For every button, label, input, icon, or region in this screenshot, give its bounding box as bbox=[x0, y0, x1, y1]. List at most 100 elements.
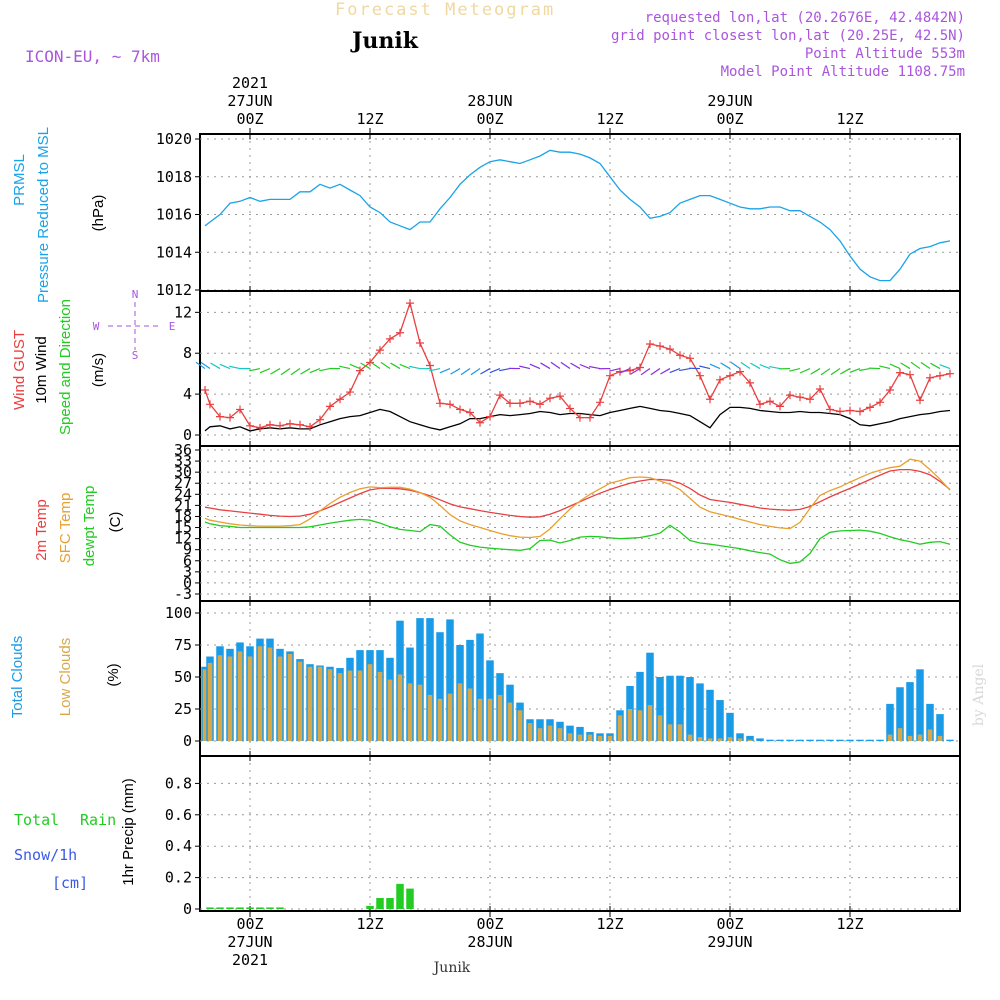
gust-marker bbox=[296, 420, 304, 429]
wind-direction-arrow bbox=[439, 368, 451, 374]
total-clouds-bar bbox=[866, 739, 874, 741]
pressure-label-prmsl: PRMSL bbox=[11, 154, 28, 206]
gust-marker bbox=[246, 421, 254, 430]
gust-marker bbox=[556, 392, 564, 401]
total-clouds-bar bbox=[716, 700, 724, 741]
low-clouds-bar bbox=[707, 738, 713, 741]
wind-direction-arrow bbox=[219, 363, 231, 370]
gust-marker bbox=[346, 388, 354, 397]
wind-direction-arrow bbox=[270, 368, 281, 375]
precip-bar bbox=[256, 907, 264, 909]
sfc-temp-label: SFC Temp bbox=[57, 493, 74, 564]
total-clouds-bar bbox=[726, 712, 734, 741]
gust-marker bbox=[256, 423, 264, 432]
low-clouds-bar bbox=[557, 728, 563, 741]
wind-direction-arrow bbox=[480, 368, 491, 375]
wind-direction-arrow bbox=[769, 365, 781, 370]
y-tick-label: 3 bbox=[183, 563, 192, 581]
precip-bar bbox=[406, 888, 414, 909]
total-clouds-bar bbox=[706, 689, 714, 741]
total-clouds-bar bbox=[896, 687, 904, 741]
top-time-label: 28JUN bbox=[467, 92, 512, 110]
low-clouds-bar bbox=[287, 653, 293, 741]
low-clouds-bar bbox=[887, 734, 893, 741]
total-clouds-bar bbox=[946, 739, 954, 741]
wind-direction-arrow bbox=[910, 361, 921, 370]
wind-unit-label: (m/s) bbox=[90, 353, 107, 387]
footer-location: Junik bbox=[432, 960, 471, 976]
wind-direction-arrow bbox=[789, 367, 801, 372]
total-clouds-bar bbox=[636, 671, 644, 741]
low-clouds-bar bbox=[447, 693, 453, 741]
wind-direction-arrow bbox=[609, 367, 621, 372]
bottom-time-label: 29JUN bbox=[707, 933, 752, 951]
low-clouds-bar bbox=[397, 674, 403, 741]
low-clouds-bar bbox=[467, 688, 473, 741]
precip-snow-label: Snow/1h bbox=[14, 846, 77, 864]
y-tick-label: 0 bbox=[183, 732, 192, 750]
y-tick-label: 24 bbox=[174, 485, 192, 503]
top-time-label: 27JUN bbox=[227, 92, 272, 110]
low-clouds-bar bbox=[537, 728, 543, 741]
low-clouds-bar bbox=[427, 694, 433, 741]
low-clouds-bar bbox=[737, 738, 743, 741]
gust-marker bbox=[676, 351, 684, 360]
total-clouds-bar bbox=[806, 739, 814, 741]
wind-direction-arrow bbox=[849, 367, 861, 374]
t2m-label: 2m Temp bbox=[33, 499, 50, 560]
wind-direction-arrow bbox=[939, 364, 951, 370]
wind-direction-arrow bbox=[529, 363, 541, 370]
total-clouds-bar bbox=[676, 675, 684, 741]
wind-direction-arrow bbox=[195, 361, 206, 370]
low-clouds-bar bbox=[357, 670, 363, 741]
bottom-time-label: 2021 bbox=[232, 951, 268, 969]
gust-marker bbox=[926, 373, 934, 382]
wind-direction-arrow bbox=[699, 365, 711, 370]
gust-marker bbox=[586, 413, 594, 422]
gust-marker bbox=[666, 345, 674, 354]
precip-bar bbox=[276, 907, 284, 909]
wind-direction-arrow bbox=[319, 367, 331, 372]
wind-direction-arrow bbox=[300, 368, 311, 375]
gust-marker bbox=[236, 405, 244, 414]
gust-marker bbox=[206, 400, 214, 409]
top-time-label: 00Z bbox=[236, 110, 263, 128]
temp-unit-label: (C) bbox=[107, 512, 124, 533]
wind-direction-arrow bbox=[830, 368, 841, 376]
wind-direction-arrow bbox=[550, 361, 561, 370]
location-title: Junik bbox=[350, 28, 419, 54]
gust-marker bbox=[776, 402, 784, 411]
gust-marker bbox=[466, 408, 474, 417]
y-tick-label: 0.2 bbox=[165, 869, 192, 887]
wind-10m-line bbox=[204, 405, 951, 432]
gust-marker bbox=[226, 413, 234, 422]
wind-direction-arrow bbox=[679, 367, 691, 372]
low-clouds-bar bbox=[727, 737, 733, 741]
wind-direction-arrow bbox=[489, 367, 501, 374]
compass-s: S bbox=[132, 349, 139, 362]
low-clouds-bar bbox=[597, 735, 603, 741]
wind-direction-arrow bbox=[390, 362, 401, 370]
y-tick-label: 18 bbox=[174, 507, 192, 525]
low-clouds-bar bbox=[647, 705, 653, 741]
gust-marker bbox=[856, 407, 864, 416]
y-tick-label: 50 bbox=[174, 668, 192, 686]
precip-unit-label: 1hr Precip (mm) bbox=[120, 778, 137, 886]
low-clouds-bar bbox=[207, 662, 213, 741]
wind-direction-arrow bbox=[290, 368, 301, 376]
low-clouds-bar bbox=[497, 694, 503, 741]
y-tick-label: -3 bbox=[174, 585, 192, 603]
gust-marker bbox=[786, 391, 794, 400]
gust-marker bbox=[326, 402, 334, 411]
low-clouds-bar bbox=[487, 698, 493, 741]
precip-bar bbox=[226, 907, 234, 909]
gust-marker bbox=[766, 397, 774, 406]
y-tick-label: 1020 bbox=[156, 130, 192, 148]
wind-direction-arrow bbox=[280, 368, 291, 376]
precip-bar bbox=[386, 898, 394, 909]
gust-marker bbox=[796, 393, 804, 402]
gust-marker bbox=[476, 418, 484, 427]
y-tick-label: 6 bbox=[183, 552, 192, 570]
low-clouds-bar bbox=[307, 666, 313, 741]
y-tick-label: 0 bbox=[183, 574, 192, 592]
